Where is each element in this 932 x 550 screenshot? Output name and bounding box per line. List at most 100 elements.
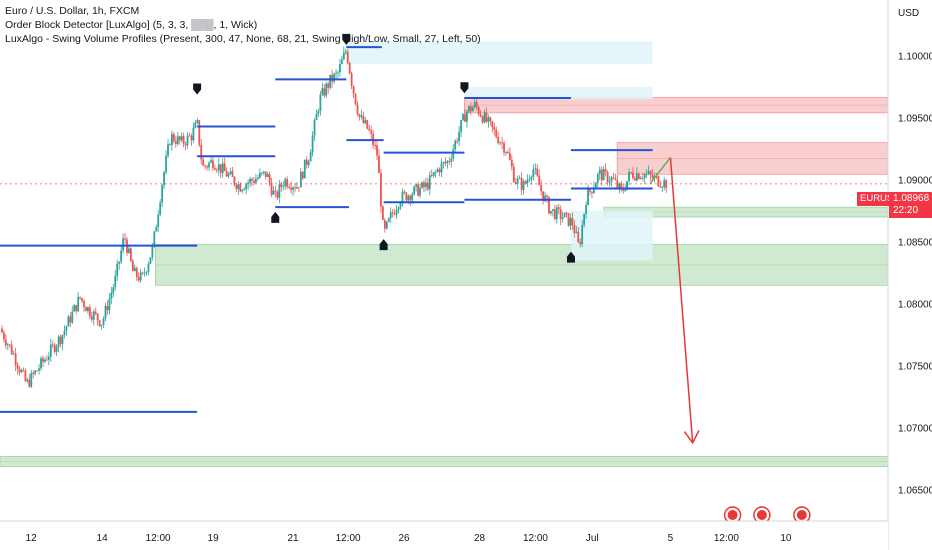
candle-body: [452, 149, 455, 159]
candle-body: [585, 205, 587, 214]
candle-body: [651, 174, 654, 179]
candle-body: [624, 189, 627, 191]
candle-body: [178, 136, 181, 141]
candle-body: [475, 102, 478, 108]
candle-body: [454, 140, 457, 150]
candle-body: [352, 86, 355, 94]
candle-body: [204, 165, 207, 167]
candle-body: [548, 197, 550, 214]
candle-body: [620, 183, 623, 189]
candle-body: [618, 183, 621, 188]
candle-body: [387, 218, 390, 222]
candle-body: [235, 184, 238, 189]
candle-body: [165, 155, 167, 173]
candle-body: [530, 177, 533, 180]
candle-body: [296, 187, 298, 189]
candle-body: [92, 311, 95, 320]
legend-indicator-order-block: Order Block Detector [LuxAlgo] (5, 3, 3,…: [5, 19, 258, 31]
candle-body: [430, 175, 433, 177]
candle-body: [71, 311, 74, 323]
candle-body: [532, 169, 535, 178]
candle-body: [61, 334, 64, 344]
time-tick-label: 26: [398, 533, 410, 544]
candle-body: [444, 162, 447, 164]
candle-body: [583, 213, 586, 226]
candle-body: [169, 144, 171, 146]
candle-body: [471, 107, 474, 112]
candle-body: [294, 187, 296, 189]
candle-body: [174, 141, 177, 144]
candle-body: [45, 359, 48, 361]
candle-body: [635, 173, 638, 181]
candle-body: [626, 180, 629, 190]
candle-body: [501, 142, 503, 144]
candle-body: [661, 187, 664, 188]
price-tick-label: 1.08500: [898, 237, 932, 248]
candle-body: [559, 209, 562, 219]
candle-body: [268, 174, 271, 183]
candle-body: [473, 102, 476, 108]
candle-body: [69, 316, 72, 323]
price-tick-label: 1.10000: [898, 51, 932, 62]
candle-body: [614, 178, 617, 180]
candle-body: [507, 152, 509, 153]
candle-body: [346, 51, 349, 63]
candle-body: [75, 305, 78, 312]
candle-body: [428, 175, 431, 190]
candle-body: [632, 172, 634, 179]
candle-body: [469, 106, 472, 112]
candle-body: [270, 182, 273, 195]
candle-body: [536, 168, 539, 176]
candle-body: [22, 370, 25, 372]
candle-body: [194, 122, 197, 129]
candle-body: [448, 161, 451, 162]
candle-body: [438, 169, 441, 173]
candle-body: [6, 344, 9, 346]
candle-body: [147, 263, 150, 272]
candle-body: [139, 272, 142, 281]
candle-body: [524, 181, 527, 184]
candle-body: [200, 144, 203, 160]
time-axis: [0, 521, 888, 550]
candle-body: [589, 189, 591, 192]
time-tick-label: 21: [287, 533, 299, 544]
candle-body: [12, 353, 15, 355]
candle-body: [241, 189, 244, 192]
candle-body: [104, 305, 107, 319]
candle-body: [458, 131, 460, 142]
candle-body: [342, 52, 345, 60]
candle-body: [305, 159, 308, 165]
candle-body: [190, 135, 193, 141]
candle-body: [245, 184, 248, 190]
currency-label[interactable]: USD: [898, 8, 920, 19]
candle-body: [49, 344, 52, 357]
candle-body: [108, 298, 111, 311]
candle-body: [110, 292, 113, 299]
price-tick-label: 1.09000: [898, 175, 932, 186]
candle-body: [606, 171, 609, 183]
candle-body: [405, 192, 408, 201]
candle-body: [368, 128, 371, 131]
candle-body: [243, 189, 246, 191]
candle-body: [102, 318, 105, 325]
candle-body: [634, 178, 636, 181]
candle-body: [325, 83, 328, 96]
candle-body: [237, 184, 240, 189]
candle-body: [196, 120, 199, 123]
candle-body: [276, 191, 279, 198]
candle-body: [419, 187, 421, 196]
candle-body: [503, 142, 505, 153]
candle-body: [505, 152, 507, 153]
candle-body: [335, 72, 337, 74]
candle-body: [542, 191, 545, 202]
candle-body: [424, 182, 427, 188]
candle-body: [497, 137, 500, 144]
candle-body: [356, 104, 359, 115]
candle-body: [266, 174, 269, 177]
candle-body: [63, 330, 66, 335]
candle-body: [571, 217, 574, 226]
candle-body: [3, 332, 5, 340]
candle-body: [639, 177, 642, 180]
candle-body: [600, 169, 603, 181]
